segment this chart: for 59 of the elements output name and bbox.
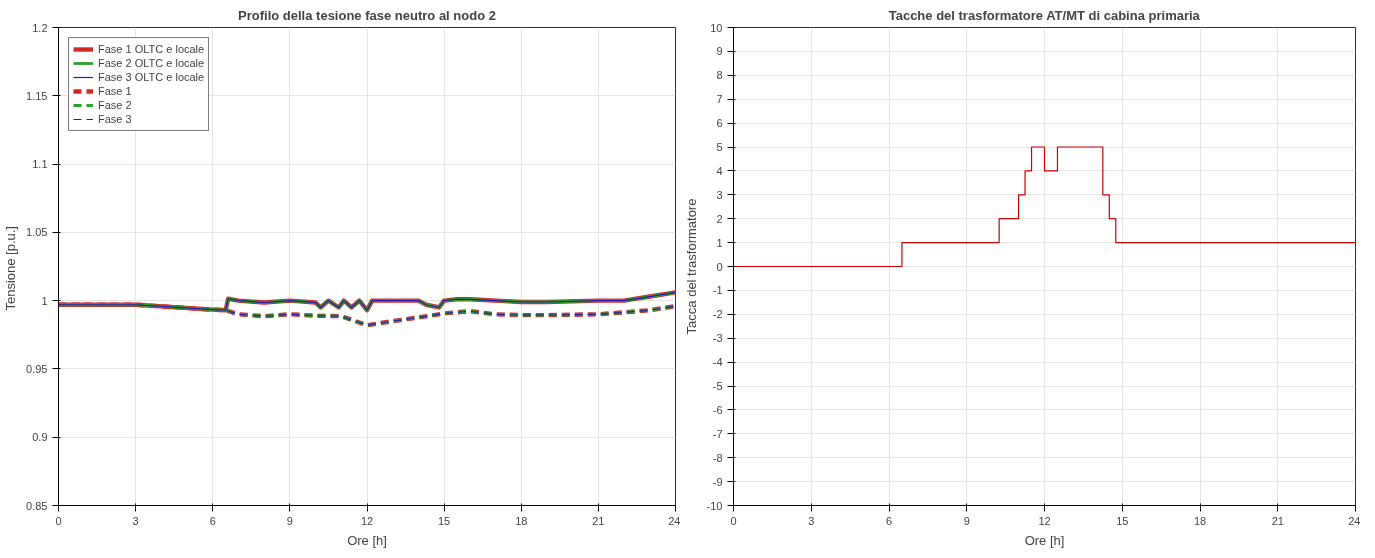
legend-label: Fase 3 OLTC e locale [98, 70, 205, 84]
y-tick-label: -10 [706, 499, 723, 512]
y-tick-label: -3 [712, 332, 723, 345]
x-tick-label: 15 [1116, 514, 1129, 527]
x-tick-label: 6 [209, 514, 216, 527]
y-tick-label: 0.85 [26, 499, 48, 512]
legend-label: Fase 1 OLTC e locale [98, 42, 205, 56]
y-tick-label: 1.15 [26, 89, 48, 102]
y-tick-label: 1 [716, 236, 723, 249]
x-tick-label: 3 [808, 514, 815, 527]
y-tick-label: 0 [716, 260, 723, 273]
y-tick-label: 1 [41, 294, 48, 307]
y-axis-title: Tacca del trasformatore [683, 198, 699, 335]
x-tick-label: 3 [132, 514, 139, 527]
x-tick-label: 12 [360, 514, 374, 527]
y-tick-label: 10 [710, 21, 723, 34]
y-tick-label: -4 [712, 356, 723, 369]
y-tick-label: 4 [716, 164, 723, 177]
x-tick-label: 6 [885, 514, 893, 527]
legend-label: Fase 1 [98, 84, 132, 98]
x-tick-label: 9 [286, 514, 293, 527]
legend-label: Fase 2 OLTC e locale [98, 56, 205, 70]
legend-label: Fase 2 [98, 98, 132, 112]
x-tick-label: 24 [1348, 514, 1361, 527]
y-tick-label: 1.1 [32, 158, 48, 171]
x-tick-label: 9 [963, 514, 970, 527]
y-tick-label: 7 [716, 93, 723, 106]
y-tick-label: 5 [716, 141, 723, 153]
y-tick-label: 3 [716, 188, 723, 201]
y-tick-label: 9 [716, 45, 723, 58]
x-tick-label: 18 [1193, 514, 1207, 527]
y-tick-label: -5 [712, 380, 723, 392]
y-tick-label: -9 [712, 475, 723, 488]
x-axis-title: Ore [h] [347, 532, 387, 548]
x-tick-label: 24 [668, 514, 681, 527]
y-tick-label: -8 [712, 451, 723, 464]
y-tick-label: -1 [712, 284, 723, 297]
y-tick-label: 2 [716, 212, 723, 225]
y-tick-label: -7 [712, 427, 723, 440]
x-axis-title: Ore [h] [1024, 532, 1065, 548]
x-tick-label: 0 [55, 514, 62, 527]
x-tick-label: 21 [1271, 514, 1284, 527]
x-tick-label: 15 [438, 514, 451, 527]
legend-label: Fase 3 [98, 112, 132, 126]
chart-title: Tacche del trasformatore AT/MT di cabina primaria [888, 7, 1201, 23]
y-tick-label: 6 [716, 117, 723, 130]
y-axis-title: Tensione [p.u.] [3, 226, 19, 311]
chart-title: Profilo della tesione fase neutro al nodo 2 [238, 7, 496, 23]
x-tick-label: 0 [730, 514, 737, 527]
y-tick-label: 1.05 [26, 226, 48, 239]
y-tick-label: -6 [712, 403, 723, 416]
y-tick-label: -2 [712, 308, 723, 321]
y-tick-label: 0.9 [32, 431, 48, 444]
x-tick-label: 18 [515, 514, 528, 527]
x-tick-label: 21 [592, 514, 605, 527]
y-tick-label: 8 [716, 69, 723, 82]
y-tick-label: 0.95 [26, 362, 48, 375]
x-tick-label: 12 [1038, 514, 1051, 527]
y-tick-label: 1.2 [32, 21, 48, 34]
